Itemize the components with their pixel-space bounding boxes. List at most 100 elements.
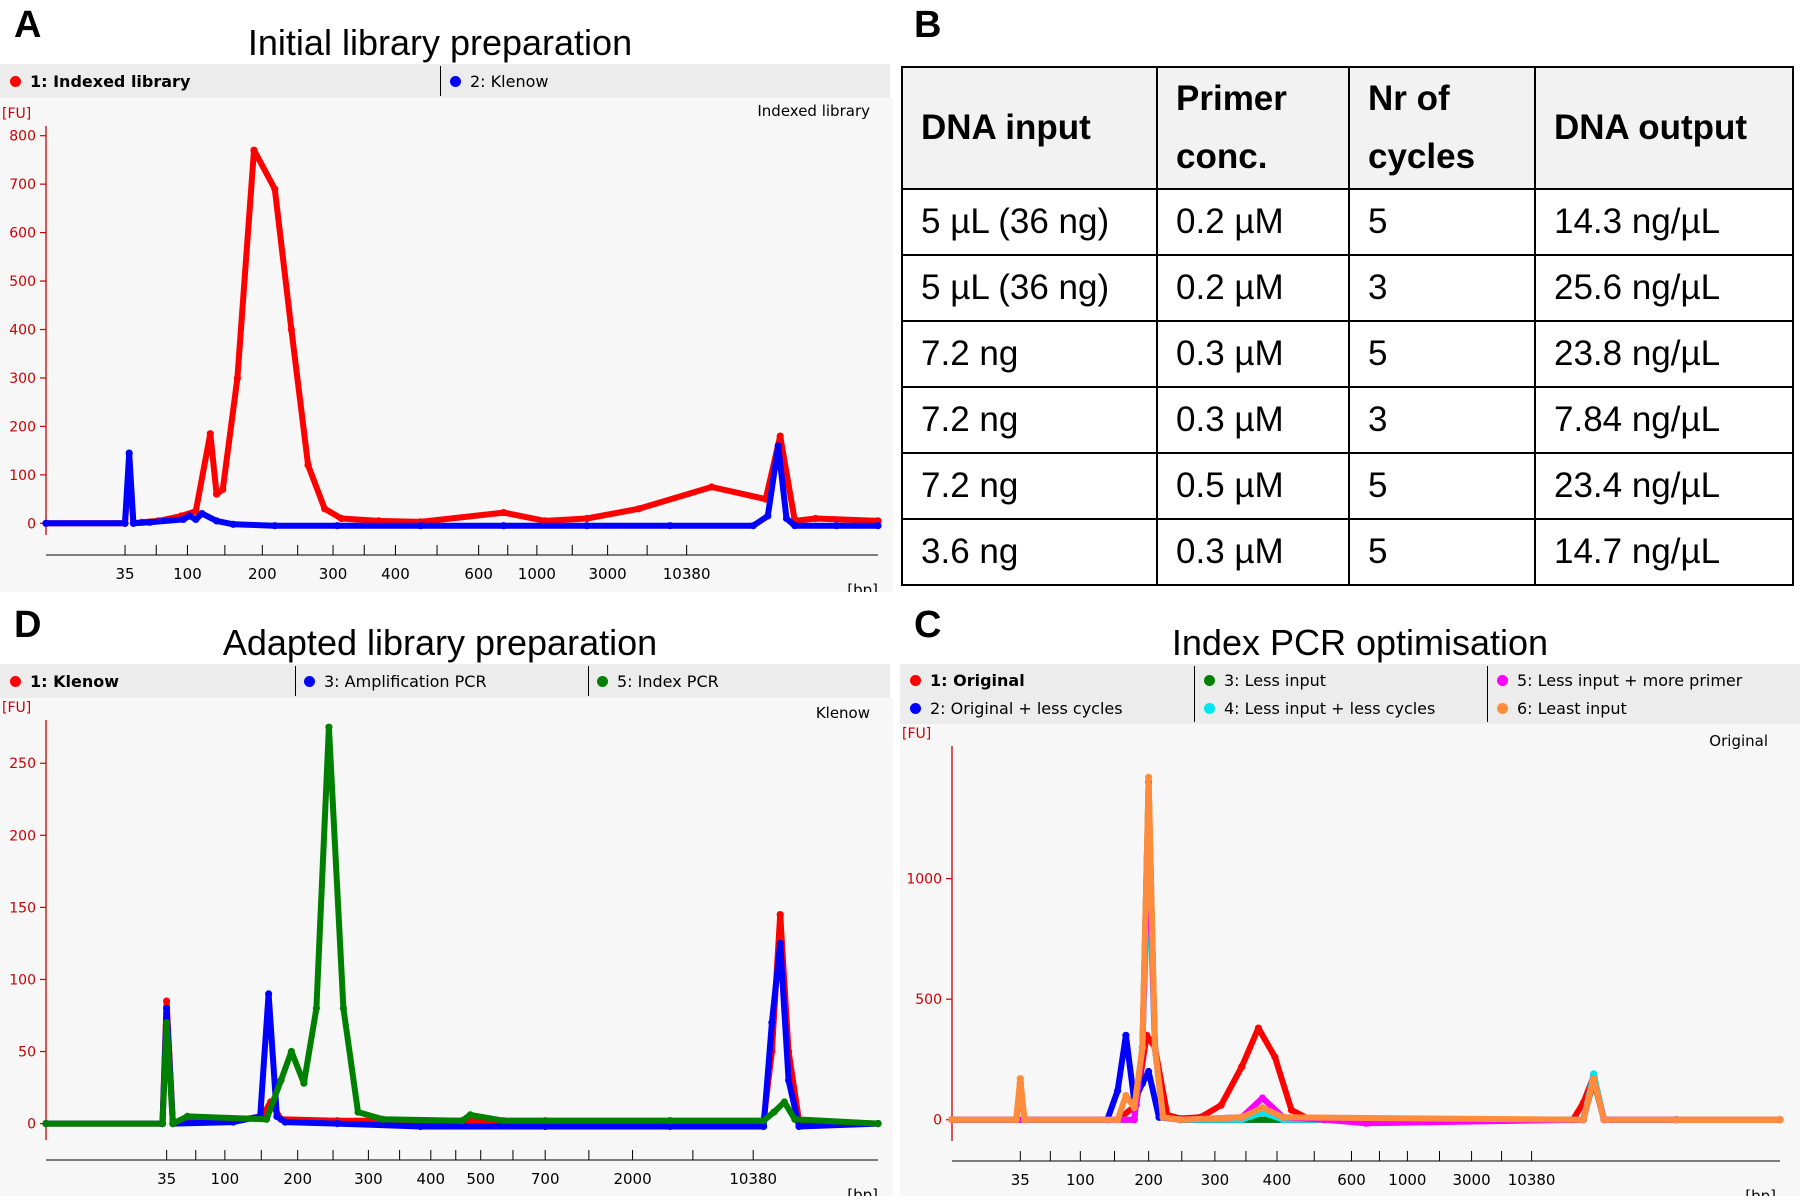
data-point — [776, 939, 784, 947]
data-point — [192, 515, 200, 523]
table-cell: 7.84 ng/µL — [1534, 386, 1794, 454]
data-point — [583, 514, 591, 523]
data-point — [179, 515, 187, 523]
legend-item-c-2[interactable]: 2: Original + less cycles — [910, 699, 1123, 718]
data-point — [1020, 1116, 1028, 1124]
y-tick-label: 250 — [9, 756, 36, 772]
data-point — [354, 1108, 362, 1116]
data-point — [948, 1116, 956, 1124]
data-point — [1590, 1075, 1598, 1083]
data-point — [129, 519, 137, 527]
data-point — [791, 522, 799, 530]
data-point — [541, 1122, 549, 1131]
x-axis-unit: [bp] — [1745, 1187, 1776, 1196]
legend-item-c-6[interactable]: 6: Least input — [1497, 699, 1627, 718]
legend-d: 1: Klenow 3: Amplification PCR 5: Index … — [0, 664, 890, 698]
data-point — [776, 432, 784, 440]
data-point — [1672, 1116, 1681, 1124]
data-point — [213, 490, 221, 498]
x-tick-label: 3000 — [1452, 1171, 1490, 1189]
data-point — [1287, 1106, 1296, 1114]
data-point — [333, 1120, 341, 1128]
data-point — [1279, 1113, 1287, 1121]
chart-c: [FU] [bp] Original 0 500 1000 35 100 200 300 400 60… — [902, 726, 1784, 1196]
table-header-row: DNA input Primer conc. Nr of cycles DNA ou… — [901, 66, 1794, 190]
data-point — [169, 1120, 177, 1128]
table-cell: 7.2 ng — [901, 386, 1158, 454]
legend-item-c-1[interactable]: 1: Original — [910, 671, 1025, 690]
table-cell: 5 µL (36 ng) — [901, 188, 1158, 256]
data-point — [192, 507, 200, 515]
data-point — [791, 1115, 799, 1123]
legend-a: 1: Indexed library 2: Klenow — [0, 64, 890, 98]
data-point — [273, 1112, 281, 1120]
data-point — [1362, 1119, 1370, 1127]
table-cell: 14.7 ng/µL — [1534, 518, 1794, 586]
legend-dot-icon — [10, 76, 21, 87]
table-cell: 7.2 ng — [901, 452, 1158, 520]
table-cell: 3.6 ng — [901, 518, 1158, 586]
data-point — [325, 723, 333, 731]
legend-dot-icon — [1204, 703, 1215, 714]
panel-letter-b: B — [914, 4, 942, 46]
data-point — [121, 519, 129, 527]
y-axis-unit: [FU] — [902, 726, 931, 742]
data-point — [770, 1108, 778, 1116]
data-point — [1159, 1113, 1167, 1121]
data-point — [666, 1122, 674, 1131]
data-point — [42, 519, 50, 527]
data-point — [1600, 1116, 1608, 1124]
y-tick-label: 0 — [27, 1117, 36, 1133]
x-tick-label: 100 — [173, 565, 202, 583]
legend-item-d-2[interactable]: 3: Amplification PCR — [304, 672, 487, 691]
data-point — [500, 522, 508, 530]
data-point — [339, 1004, 347, 1012]
data-point — [795, 1122, 803, 1131]
plot-background-d — [0, 698, 893, 1196]
legend-item-c-5[interactable]: 5: Less input + more primer — [1497, 671, 1742, 690]
table-cell: 5 — [1348, 452, 1536, 520]
table-cell: 5 — [1348, 518, 1536, 586]
data-point — [287, 1047, 295, 1056]
y-tick-label: 600 — [9, 226, 36, 242]
data-point — [774, 442, 782, 450]
data-point — [635, 505, 643, 513]
x-tick-label: 100 — [211, 1170, 240, 1188]
y-tick-label: 500 — [915, 992, 942, 1008]
data-point — [1151, 1043, 1159, 1051]
y-tick-label: 700 — [9, 177, 36, 193]
table-cell: 0.5 µM — [1156, 452, 1350, 520]
legend-item-d-3[interactable]: 5: Index PCR — [597, 672, 719, 691]
data-point — [1258, 1094, 1267, 1102]
data-point — [416, 522, 424, 530]
data-point — [265, 990, 273, 998]
legend-item-c-3[interactable]: 3: Less input — [1204, 671, 1326, 690]
data-point — [874, 522, 882, 530]
table-header-dna-output: DNA output — [1534, 66, 1794, 190]
series-line — [949, 774, 1783, 1123]
y-tick-label: 0 — [27, 516, 36, 532]
panel-title-a: Initial library preparation — [247, 22, 633, 63]
y-tick-label: 400 — [9, 323, 36, 339]
legend-item-a-2[interactable]: 2: Klenow — [450, 72, 548, 91]
x-tick-label: 400 — [381, 565, 410, 583]
table-cell: 0.3 µM — [1156, 320, 1350, 388]
data-point — [812, 514, 820, 523]
data-point — [163, 997, 171, 1005]
data-point — [42, 1120, 50, 1128]
data-point — [271, 185, 279, 193]
data-point — [416, 1122, 424, 1131]
data-point — [300, 1079, 308, 1087]
data-point — [158, 1120, 167, 1128]
legend-item-c-4[interactable]: 4: Less input + less cycles — [1204, 699, 1435, 718]
data-point — [764, 512, 772, 520]
table-cell: 5 — [1348, 188, 1536, 256]
series-line — [949, 1032, 1680, 1123]
x-tick-label: 300 — [354, 1170, 383, 1188]
series-1 — [948, 1024, 1784, 1124]
x-tick-label: 2000 — [613, 1170, 651, 1188]
table-cell: 3 — [1348, 386, 1536, 454]
table-row: 7.2 ng 0.3 µM 5 23.8 ng/µL — [901, 320, 1794, 388]
legend-item-d-1[interactable]: 1: Klenow — [10, 672, 119, 691]
legend-item-a-1[interactable]: 1: Indexed library — [10, 72, 190, 91]
